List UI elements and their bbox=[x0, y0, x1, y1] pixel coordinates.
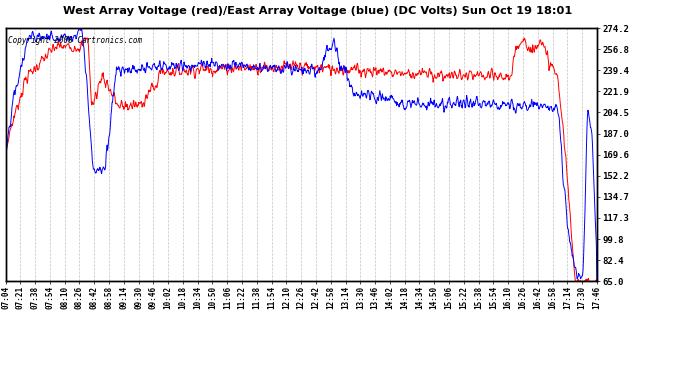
Text: West Array Voltage (red)/East Array Voltage (blue) (DC Volts) Sun Oct 19 18:01: West Array Voltage (red)/East Array Volt… bbox=[63, 6, 572, 16]
Text: Copyright 2008 Cartronics.com: Copyright 2008 Cartronics.com bbox=[8, 36, 143, 45]
